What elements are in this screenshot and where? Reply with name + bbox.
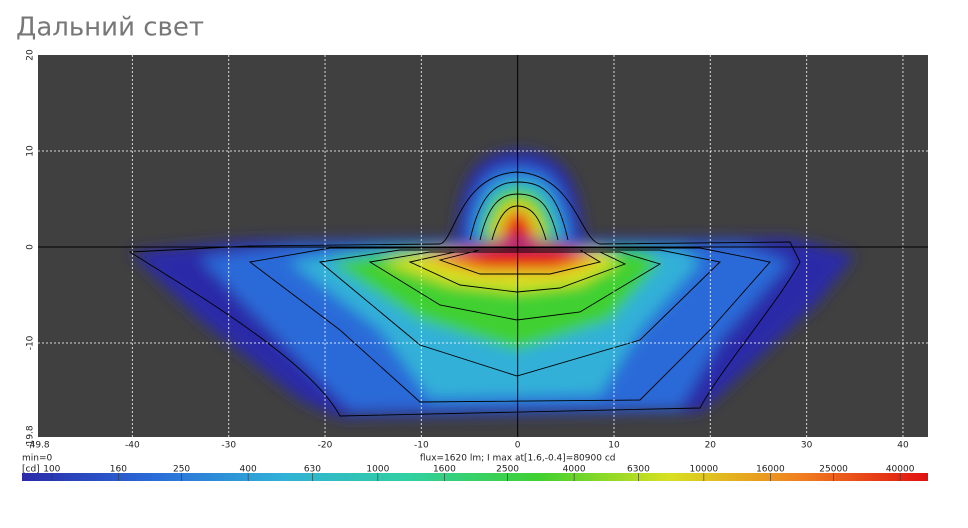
y-tick-label: 20 [26, 49, 36, 61]
x-tick-label: 30 [801, 441, 813, 451]
colorbar-tick-label: 40000 [886, 465, 915, 475]
y-tick-label: -19.8 [26, 425, 36, 449]
x-tick-label: -20 [318, 441, 333, 451]
colorbar-tick-label: 10000 [690, 465, 719, 475]
axes: -49.8 -40 -30 -20 -10 0 10 20 30 40 -19.8 -10 0 10 20 m… [22, 49, 928, 475]
x-tick-label: -40 [125, 441, 140, 451]
y-tick-label: -10 [26, 335, 36, 350]
x-tick-label: -30 [221, 441, 236, 451]
annotation: flux=1620 lm; I max at[1.6,-0.4]=80900 c… [420, 454, 616, 464]
colorbar-tick-label: 25000 [819, 465, 848, 475]
colorbar-tick-label: 630 [304, 465, 321, 475]
x-tick-label: 20 [705, 441, 717, 451]
x-tick-label: -10 [414, 441, 429, 451]
colorbar-tick-label: 6300 [627, 465, 650, 475]
colorbar-tick-label: 16000 [756, 465, 785, 475]
colorbar-tick-label: 1600 [433, 465, 456, 475]
colorbar-tick-label: 400 [240, 465, 257, 475]
contours [128, 171, 801, 417]
colorbar-tick-label: 160 [110, 465, 127, 475]
colorbar-tick-label: 1000 [366, 465, 389, 475]
colorbar [22, 473, 928, 481]
colorbar-tick-label: 4000 [563, 465, 586, 475]
x-tick-label: 40 [897, 441, 909, 451]
heatmap [130, 150, 855, 418]
x-tick-label: -49.8 [26, 441, 50, 451]
y-tick-label: 0 [26, 244, 36, 250]
x-tick-label: 10 [608, 441, 620, 451]
y-tick-label: 10 [26, 145, 36, 157]
colorbar-tick-label: 100 [43, 465, 60, 475]
page-title: Дальний свет [16, 13, 204, 43]
colorbar-tick-label: 250 [173, 465, 190, 475]
colorbar-tick-label: 2500 [496, 465, 519, 475]
colorbar-label: [cd] [22, 465, 40, 475]
annotation: min=0 [22, 454, 53, 464]
x-tick-label: 0 [515, 441, 521, 451]
